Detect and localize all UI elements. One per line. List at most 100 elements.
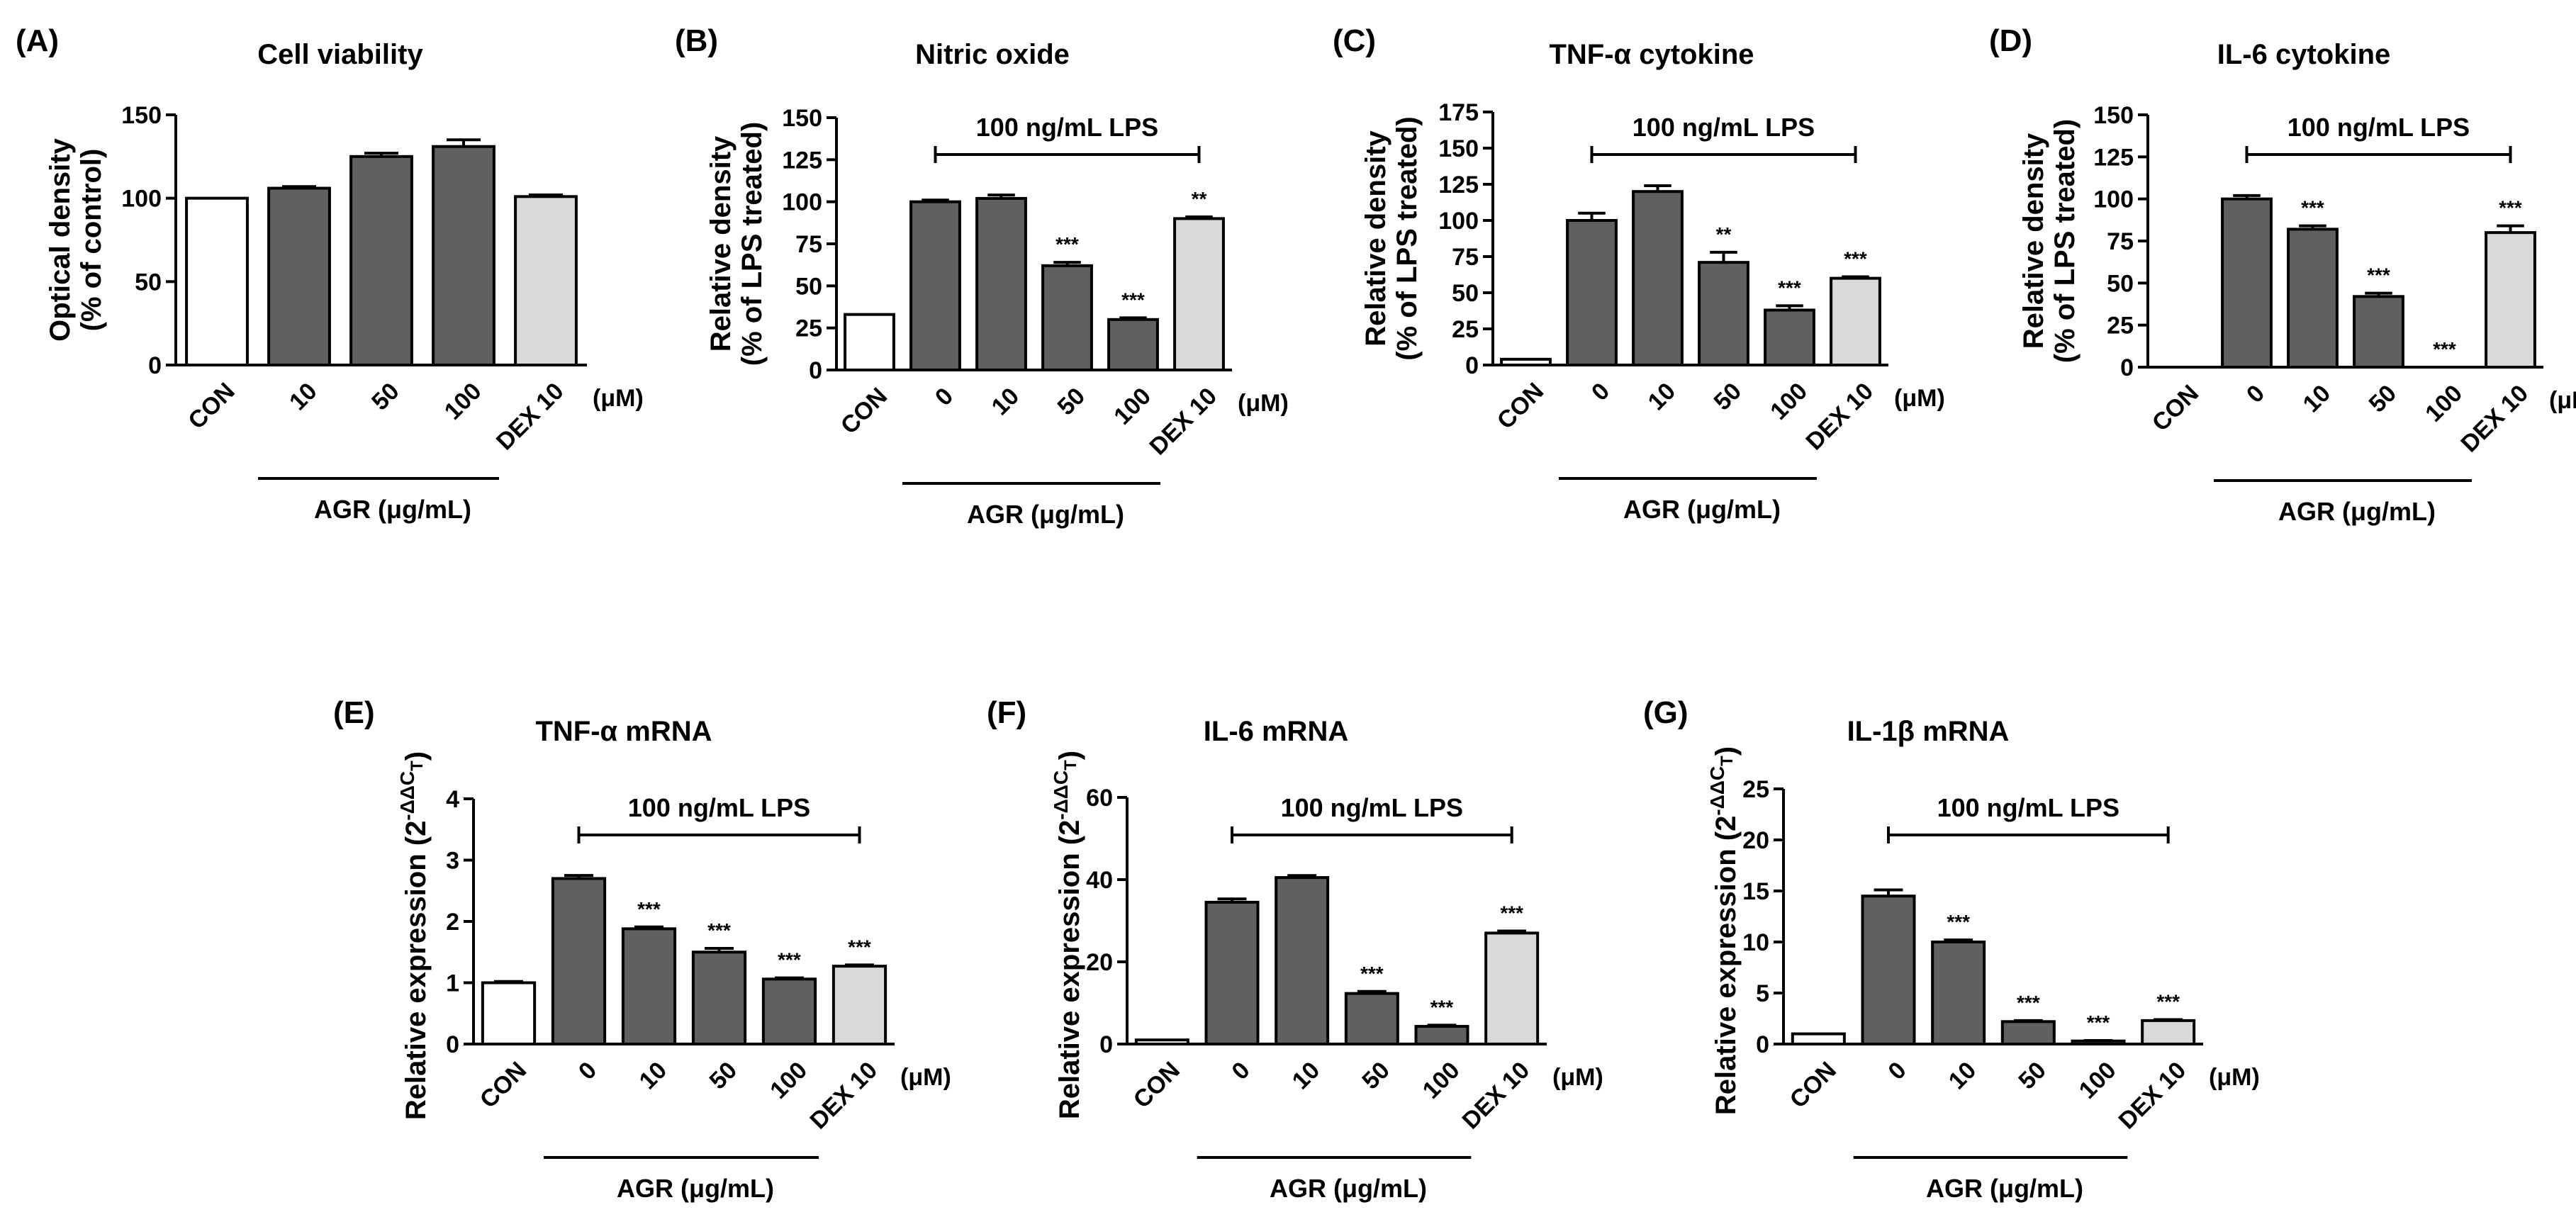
x-unit-label: (μM) bbox=[1238, 390, 1289, 417]
significance-marker: *** bbox=[2017, 992, 2040, 1014]
chart-title: IL-6 cytokine bbox=[2217, 39, 2391, 70]
x-category-label: 50 bbox=[1053, 383, 1091, 421]
x-category-label: CON bbox=[1129, 1057, 1185, 1114]
x-category-label: 50 bbox=[1709, 378, 1747, 416]
panel-label: (A) bbox=[16, 23, 59, 58]
x-category-label: DEX 10 bbox=[1457, 1057, 1535, 1135]
x-unit-label: (μM) bbox=[900, 1064, 951, 1091]
x-category-label: 10 bbox=[1287, 1057, 1326, 1095]
x-unit-label: (μM) bbox=[593, 385, 644, 412]
agr-group-label: AGR (μg/mL) bbox=[1623, 495, 1781, 524]
bar-0 bbox=[909, 200, 961, 371]
significance-marker: *** bbox=[1778, 276, 1801, 298]
bar-10 bbox=[1931, 941, 1986, 1045]
bar-10 bbox=[1275, 876, 1330, 1045]
agr-group-label: AGR (μg/mL) bbox=[617, 1174, 774, 1203]
x-unit-label: (μM) bbox=[1894, 385, 1945, 412]
bar-10 bbox=[621, 927, 677, 1045]
significance-marker: *** bbox=[1360, 963, 1384, 985]
x-category-label: 0 bbox=[2241, 380, 2270, 408]
significance-marker: *** bbox=[1844, 248, 1867, 270]
bar-50 bbox=[349, 155, 413, 366]
significance-marker: ** bbox=[1716, 223, 1732, 245]
agr-group-label: AGR (μg/mL) bbox=[967, 500, 1124, 529]
y-tick-label: 125 bbox=[1438, 172, 1479, 198]
lps-label: 100 ng/mL LPS bbox=[976, 113, 1158, 142]
y-axis-label-subscript: T bbox=[1061, 760, 1080, 770]
y-tick-label: 15 bbox=[1742, 878, 1769, 905]
y-tick-label: 25 bbox=[795, 315, 822, 342]
y-axis-label-close: ) bbox=[1710, 746, 1742, 756]
x-category-label: DEX 10 bbox=[2114, 1057, 2192, 1135]
y-axis-label-subscript: T bbox=[1718, 756, 1737, 766]
bar-dex-10 bbox=[831, 965, 887, 1046]
y-tick-label: 150 bbox=[1438, 135, 1479, 162]
bar-con bbox=[1791, 1032, 1846, 1045]
x-category-label: CON bbox=[836, 383, 892, 439]
y-tick-label: 100 bbox=[121, 186, 162, 213]
panel-label: (F) bbox=[987, 695, 1026, 730]
y-tick-label: 50 bbox=[135, 269, 162, 296]
significance-marker: *** bbox=[2433, 338, 2456, 360]
x-category-label: 100 bbox=[1109, 383, 1156, 430]
chart-panel-d: (D) IL-6 cytokine0255075100125150Relative… bbox=[1989, 23, 2576, 526]
y-tick-label: 0 bbox=[809, 357, 822, 384]
x-category-label: 50 bbox=[2013, 1057, 2051, 1095]
y-tick-label: 175 bbox=[1438, 99, 1479, 126]
y-axis-label-main: Relative expression (2 bbox=[1054, 820, 1085, 1119]
x-category-label: DEX 10 bbox=[1801, 378, 1878, 456]
y-axis-label: Relative expression (2-ΔΔCT) bbox=[1050, 751, 1085, 1119]
x-category-label: CON bbox=[1492, 378, 1549, 434]
y-axis-label-subscript: T bbox=[408, 761, 427, 771]
bar-con bbox=[185, 196, 249, 366]
y-axis-label: (% of LPS treated) bbox=[737, 122, 768, 366]
significance-marker: *** bbox=[1430, 996, 1454, 1018]
y-tick-label: 0 bbox=[446, 1031, 459, 1058]
agr-group-label: AGR (μg/mL) bbox=[2278, 497, 2436, 526]
bar-0 bbox=[1204, 900, 1260, 1046]
y-tick-label: 1 bbox=[446, 970, 459, 997]
y-tick-label: 150 bbox=[121, 102, 162, 129]
significance-marker: *** bbox=[2156, 990, 2180, 1012]
y-tick-label: 0 bbox=[1756, 1031, 1769, 1058]
bar-50 bbox=[2353, 295, 2404, 369]
x-category-label: 10 bbox=[1944, 1057, 1982, 1095]
y-tick-label: 25 bbox=[1742, 776, 1769, 803]
significance-marker: *** bbox=[1947, 911, 1970, 933]
y-axis-label: Relative density bbox=[1360, 130, 1391, 346]
y-tick-label: 150 bbox=[2093, 102, 2134, 129]
y-tick-label: 0 bbox=[148, 352, 162, 379]
panel-label: (C) bbox=[1333, 23, 1376, 58]
bar-10 bbox=[2287, 228, 2339, 369]
x-category-label: 50 bbox=[705, 1057, 743, 1095]
bar-10 bbox=[975, 196, 1027, 372]
chart-title: Nitric oxide bbox=[915, 39, 1070, 70]
bar-dex-10 bbox=[1173, 217, 1225, 371]
x-category-label: 10 bbox=[987, 383, 1025, 421]
y-tick-label: 75 bbox=[1452, 244, 1479, 271]
y-tick-label: 0 bbox=[1099, 1031, 1113, 1058]
agr-group-label: AGR (μg/mL) bbox=[1270, 1174, 1427, 1203]
y-tick-label: 75 bbox=[2107, 228, 2134, 255]
bar-dex-10 bbox=[1830, 276, 1881, 367]
bar-0 bbox=[2221, 197, 2273, 369]
y-axis-label-superscript: -ΔΔC bbox=[396, 771, 418, 821]
y-tick-label: 25 bbox=[2107, 313, 2134, 340]
y-tick-label: 125 bbox=[2093, 144, 2134, 171]
chart-title: IL-1β mRNA bbox=[1847, 716, 2010, 747]
bar-dex-10 bbox=[2485, 231, 2536, 369]
bar-100 bbox=[432, 145, 495, 366]
significance-marker: *** bbox=[637, 898, 661, 920]
y-tick-label: 150 bbox=[782, 105, 822, 132]
chart-title: TNF-α cytokine bbox=[1549, 39, 1754, 70]
bar-con bbox=[844, 313, 895, 371]
bar-100 bbox=[761, 977, 817, 1046]
significance-marker: *** bbox=[2301, 197, 2324, 219]
panel-label: (E) bbox=[333, 695, 375, 730]
bar-con bbox=[481, 981, 537, 1045]
y-axis-label: Relative expression (2-ΔΔCT) bbox=[396, 751, 432, 1120]
y-axis-label: Relative expression (2-ΔΔCT) bbox=[1706, 746, 1742, 1115]
x-category-label: 0 bbox=[1226, 1057, 1255, 1085]
